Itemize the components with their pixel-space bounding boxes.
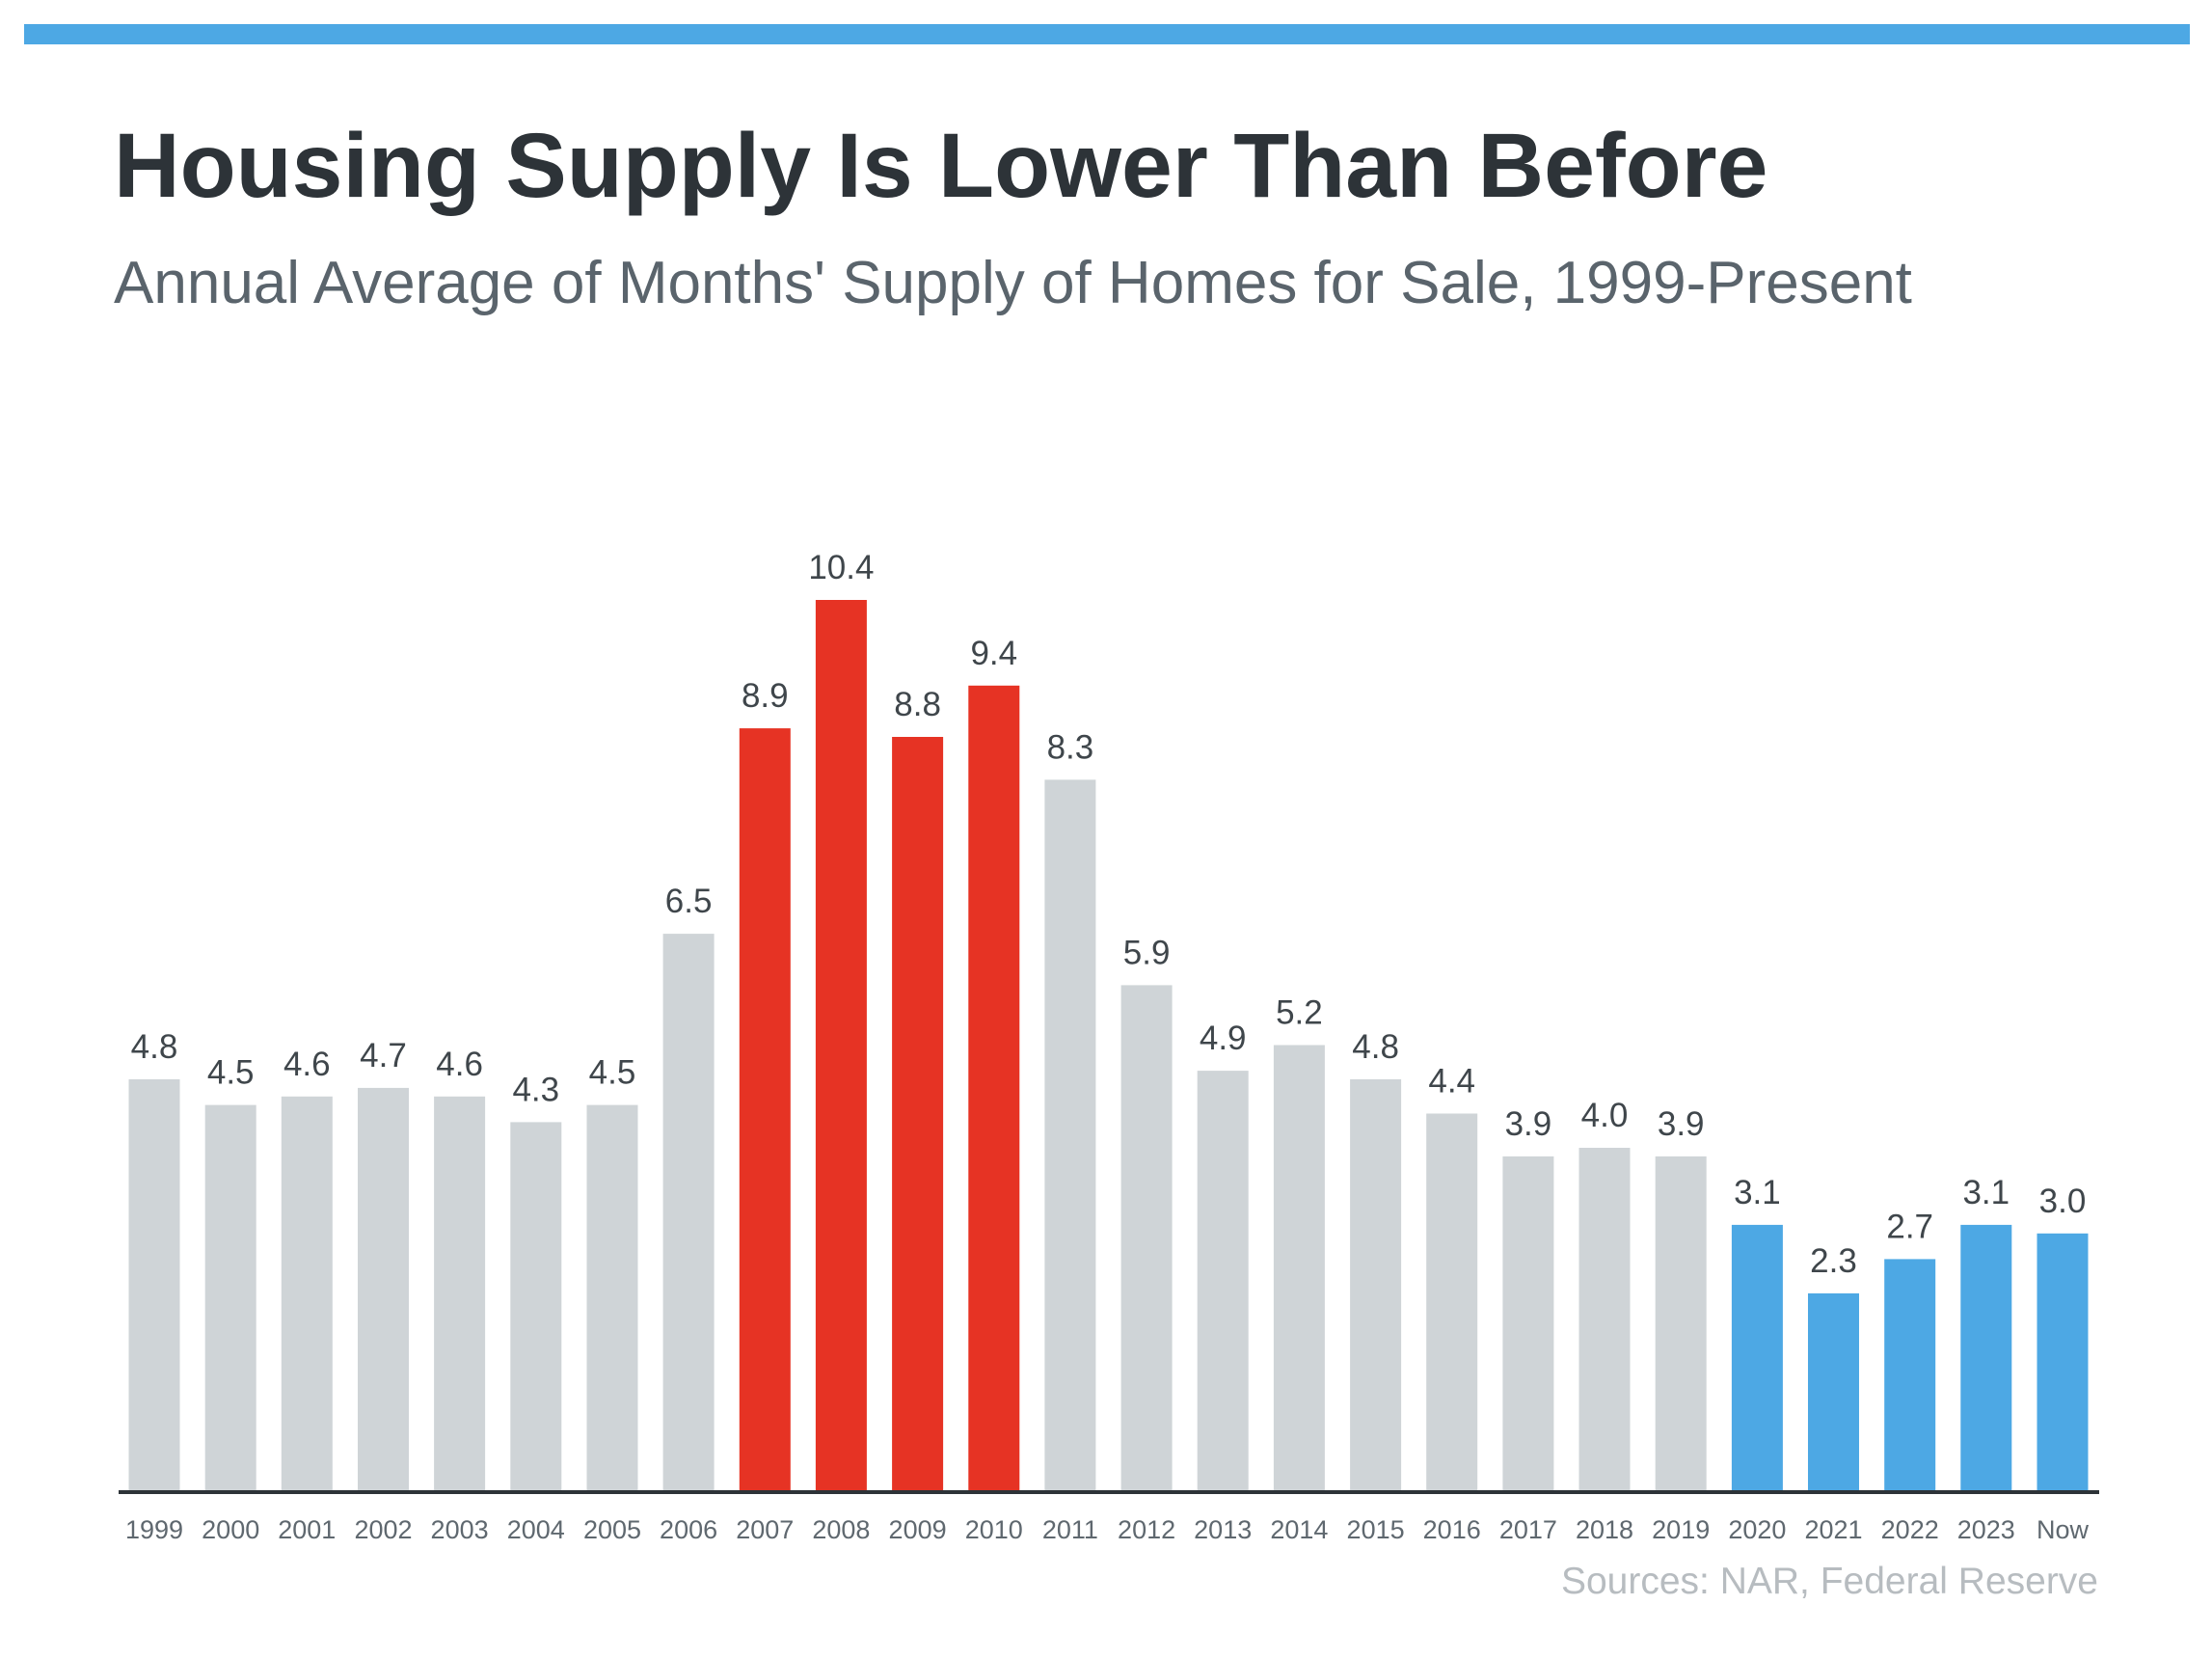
x-tick-label-2009: 2009 — [889, 1515, 947, 1544]
value-label-2005: 4.5 — [589, 1054, 636, 1092]
value-label-now: 3.0 — [2039, 1183, 2087, 1220]
x-tick-label-2020: 2020 — [1728, 1515, 1786, 1544]
bar-2009 — [892, 737, 944, 1490]
x-tick-label-2010: 2010 — [965, 1515, 1023, 1544]
bar-2017 — [1502, 1156, 1554, 1490]
x-tick-label-2001: 2001 — [278, 1515, 336, 1544]
bar-2022 — [1884, 1259, 1936, 1490]
value-label-2017: 3.9 — [1505, 1105, 1552, 1143]
bar-2000 — [204, 1104, 256, 1490]
value-label-2012: 5.9 — [1123, 934, 1171, 971]
x-tick-label-2011: 2011 — [1042, 1515, 1098, 1544]
x-tick-label-2006: 2006 — [660, 1515, 717, 1544]
value-label-2008: 10.4 — [808, 549, 874, 586]
value-label-2007: 8.9 — [742, 677, 789, 715]
x-tick-label-2012: 2012 — [1118, 1515, 1175, 1544]
value-label-2011: 8.3 — [1047, 728, 1094, 766]
top-accent-bar — [24, 24, 2190, 44]
x-tick-label-2008: 2008 — [812, 1515, 870, 1544]
value-label-2002: 4.7 — [360, 1037, 407, 1074]
x-tick-label-2021: 2021 — [1804, 1515, 1862, 1544]
chart-title: Housing Supply Is Lower Than Before — [114, 115, 1768, 217]
bar-2021 — [1808, 1292, 1859, 1490]
x-tick-label-2014: 2014 — [1270, 1515, 1328, 1544]
value-label-2003: 4.6 — [436, 1046, 483, 1083]
value-label-1999: 4.8 — [131, 1028, 178, 1066]
bar-2011 — [1044, 779, 1096, 1490]
x-tick-label-2004: 2004 — [507, 1515, 565, 1544]
bar-1999 — [128, 1079, 180, 1490]
value-label-2018: 4.0 — [1581, 1097, 1629, 1134]
bar-2018 — [1578, 1148, 1631, 1490]
value-label-2016: 4.4 — [1428, 1063, 1475, 1101]
x-tick-label-1999: 1999 — [125, 1515, 183, 1544]
value-label-2014: 5.2 — [1276, 994, 1323, 1032]
bar-2015 — [1350, 1079, 1402, 1490]
x-tick-label-2000: 2000 — [202, 1515, 259, 1544]
value-label-2013: 4.9 — [1200, 1020, 1247, 1057]
bar-2013 — [1197, 1071, 1249, 1490]
x-tick-label-2017: 2017 — [1499, 1515, 1557, 1544]
x-tick-label-2002: 2002 — [354, 1515, 412, 1544]
bar-2016 — [1426, 1113, 1478, 1490]
x-tick-label-2016: 2016 — [1423, 1515, 1481, 1544]
x-tick-label-2005: 2005 — [583, 1515, 641, 1544]
bar-2003 — [434, 1096, 486, 1490]
value-label-2000: 4.5 — [207, 1054, 255, 1092]
bar-2007 — [739, 728, 791, 1490]
bar-2004 — [510, 1122, 562, 1490]
bar-2008 — [815, 600, 867, 1490]
bar-2005 — [586, 1104, 638, 1490]
x-tick-label-now: Now — [2037, 1515, 2090, 1544]
bar-now — [2037, 1233, 2089, 1491]
bars-layer — [128, 600, 2089, 1491]
x-tick-label-2003: 2003 — [431, 1515, 489, 1544]
x-tick-label-2013: 2013 — [1194, 1515, 1252, 1544]
bar-2023 — [1960, 1224, 2012, 1490]
value-label-2020: 3.1 — [1734, 1174, 1781, 1211]
value-label-2010: 9.4 — [970, 635, 1017, 672]
bar-2014 — [1273, 1045, 1325, 1490]
x-tick-label-2007: 2007 — [736, 1515, 794, 1544]
x-tick-label-2018: 2018 — [1576, 1515, 1633, 1544]
value-label-2019: 3.9 — [1658, 1105, 1705, 1143]
bar-2010 — [968, 685, 1020, 1491]
value-label-2009: 8.8 — [894, 686, 941, 723]
x-tick-label-2023: 2023 — [1957, 1515, 2015, 1544]
value-label-2021: 2.3 — [1810, 1242, 1857, 1280]
x-tick-label-2019: 2019 — [1652, 1515, 1710, 1544]
bar-2001 — [281, 1096, 333, 1490]
value-label-2023: 3.1 — [1962, 1174, 2010, 1211]
bar-2006 — [662, 934, 715, 1490]
source-note: Sources: NAR, Federal Reserve — [1560, 1561, 2098, 1602]
value-label-2004: 4.3 — [512, 1071, 559, 1108]
bar-2002 — [358, 1087, 409, 1490]
x-tick-label-2015: 2015 — [1347, 1515, 1405, 1544]
bar-2019 — [1655, 1156, 1707, 1490]
bar-2012 — [1120, 985, 1173, 1490]
value-label-2001: 4.6 — [283, 1046, 331, 1083]
chart-subtitle: Annual Average of Months' Supply of Home… — [114, 250, 1912, 316]
value-label-2015: 4.8 — [1352, 1028, 1399, 1066]
value-labels-layer: 4.8 4.5 4.6 4.7 4.6 4.3 4.5 6.5 8.9 10.4 8.8 9.4 8.3… — [131, 549, 2087, 1280]
bar-2020 — [1731, 1224, 1783, 1490]
x-tick-labels-layer: 1999 2000 2001 2002 2003 2004 2005 2006 2007 2008… — [125, 1515, 2090, 1544]
x-tick-label-2022: 2022 — [1881, 1515, 1939, 1544]
value-label-2006: 6.5 — [665, 883, 713, 920]
value-label-2022: 2.7 — [1886, 1208, 1933, 1245]
